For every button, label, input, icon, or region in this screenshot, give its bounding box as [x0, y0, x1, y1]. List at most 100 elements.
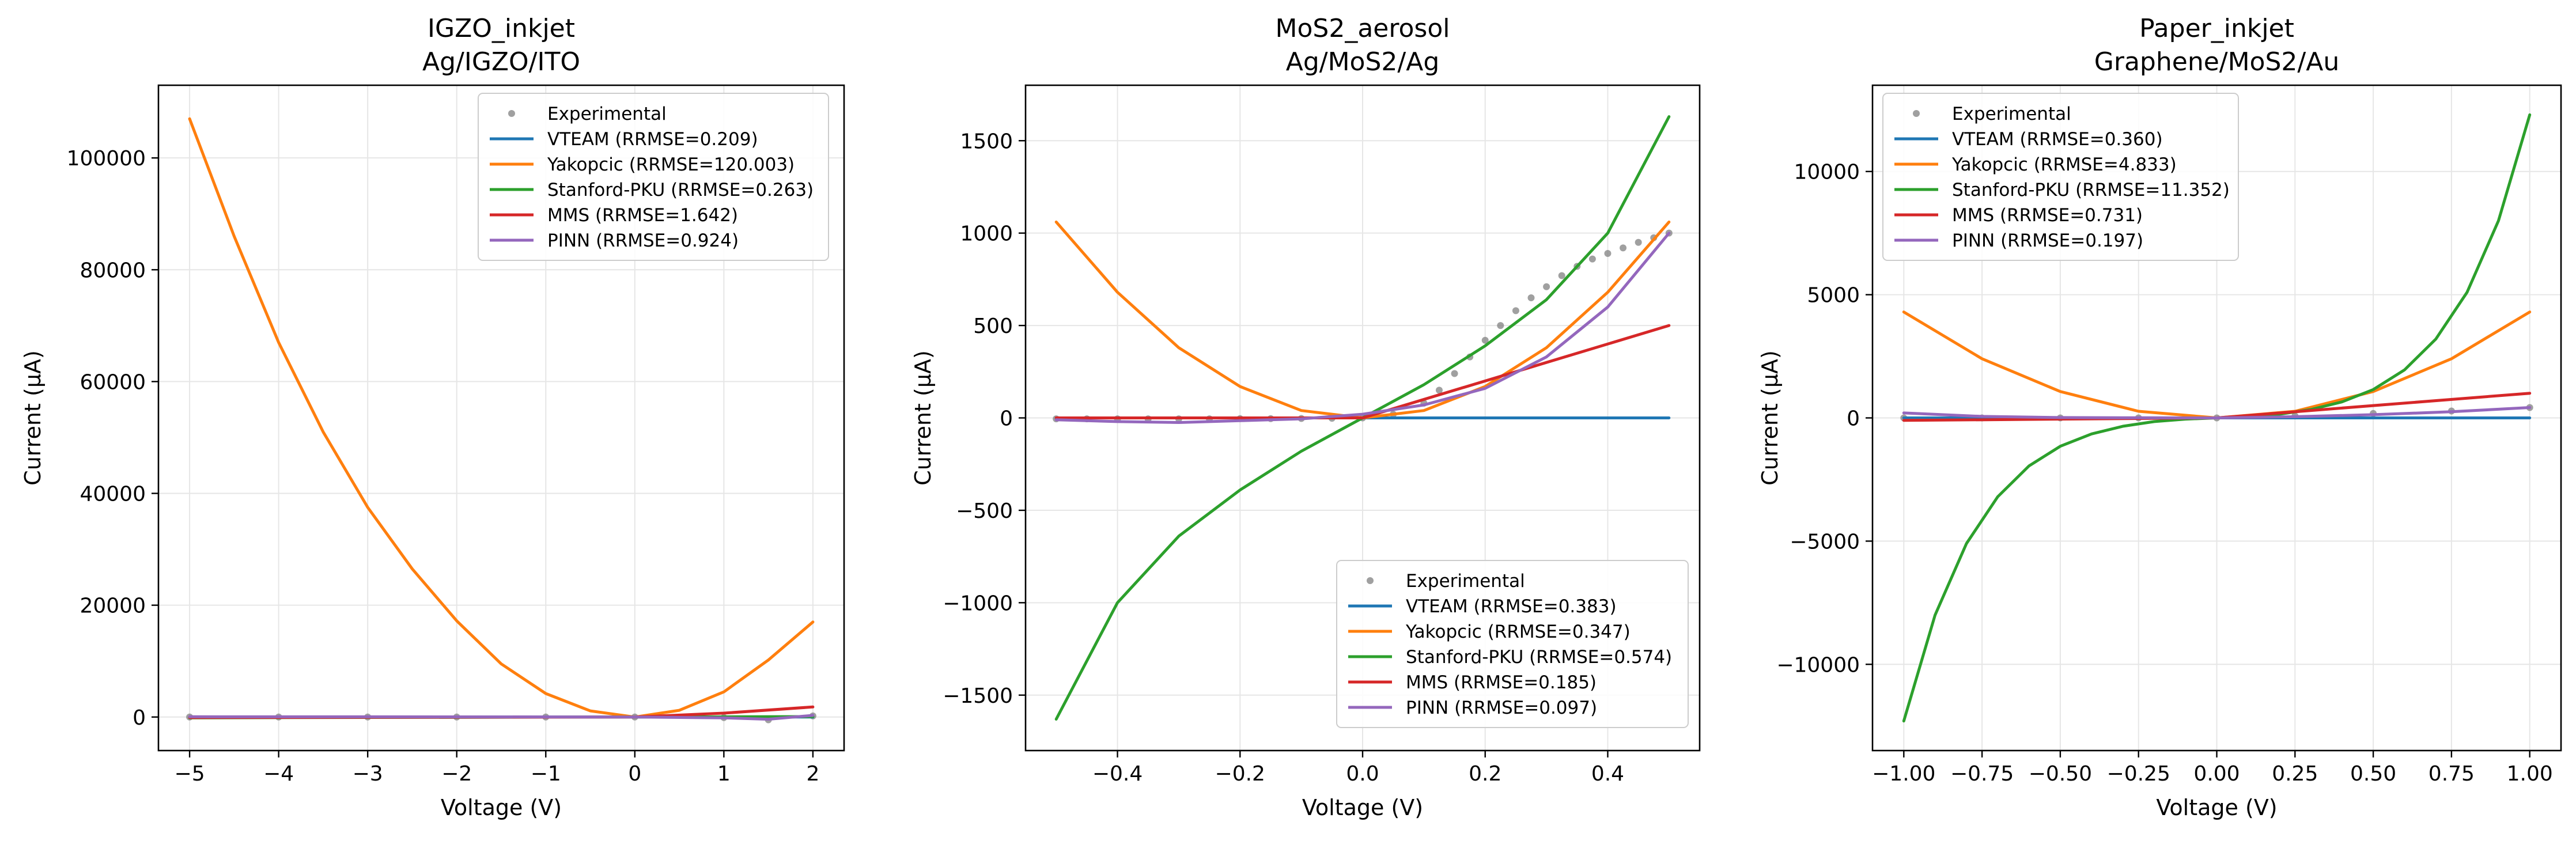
x-tick-label: −3: [353, 762, 383, 786]
y-tick-label: 5000: [1807, 284, 1860, 308]
y-tick-label: 20000: [80, 594, 146, 618]
legend-box: [1882, 93, 2239, 261]
legend-label: Stanford-PKU (RRMSE=11.352): [1952, 180, 2230, 200]
data-point: [1481, 336, 1489, 344]
x-tick-label: 0.75: [2429, 762, 2475, 786]
chart-title: IGZO_inkjet: [428, 14, 575, 43]
x-axis-label: Voltage (V): [441, 795, 562, 820]
data-point: [1558, 272, 1565, 279]
y-tick-label: 0: [1847, 407, 1860, 431]
plot-area: [1900, 113, 2533, 723]
data-point: [1435, 387, 1443, 394]
chart-title: MoS2_aerosol: [1276, 14, 1450, 43]
y-tick-label: −1000: [943, 592, 1013, 615]
x-tick-label: −1: [531, 762, 561, 786]
x-tick-label: 0.25: [2272, 762, 2318, 786]
subplot-3: −1.00 −0.75 −0.50 −0.25 0.00 0.25 0.50 0.75 1.00…: [1757, 14, 2562, 820]
axes-frame: [157, 84, 845, 752]
x-tick-label: −0.75: [1950, 762, 2014, 786]
data-point: [1604, 249, 1612, 257]
legend-marker: [508, 110, 515, 117]
data-point: [1543, 283, 1550, 290]
x-tick-label: −4: [263, 762, 294, 786]
legend-label: MMS (RRMSE=0.731): [1952, 205, 2143, 226]
legend-label: PINN (RRMSE=0.197): [1952, 230, 2143, 251]
subplot-1: −5 −4 −3 −2 −1 0 1 2 0 20000 40000 60000 80000 100000…: [20, 14, 845, 820]
legend-label: MMS (RRMSE=0.185): [1406, 672, 1597, 693]
y-tick-label: −10000: [1776, 653, 1860, 677]
x-tick-label: −2: [441, 762, 472, 786]
x-tick-label: −0.25: [2107, 762, 2170, 786]
y-tick-label: −5000: [1790, 530, 1860, 554]
data-point: [1451, 370, 1458, 377]
x-axis-label: Voltage (V): [2156, 795, 2277, 820]
y-tick-label: 1500: [960, 130, 1013, 153]
chart-subtitle: Graphene/MoS2/Au: [2094, 47, 2339, 77]
data-point: [1620, 244, 1627, 252]
y-axis-label: Current (µA): [20, 350, 46, 486]
data-point: [1512, 307, 1519, 315]
series-line: [1054, 324, 1671, 419]
y-tick-label: 0: [1000, 407, 1013, 431]
y-tick-label: 10000: [1794, 161, 1860, 184]
legend: Experimental VTEAM (RRMSE=0.383) Yakopcic …: [1336, 560, 1689, 728]
legend-label: PINN (RRMSE=0.097): [1406, 698, 1597, 718]
legend-label: VTEAM (RRMSE=0.383): [1406, 596, 1617, 617]
legend-label: Yakopcic (RRMSE=120.003): [547, 154, 795, 175]
x-axis-label: Voltage (V): [1302, 795, 1423, 820]
legend-marker: [1367, 577, 1374, 584]
legend-label: Stanford-PKU (RRMSE=0.574): [1406, 647, 1672, 668]
y-tick-label: 0: [133, 706, 146, 730]
chart-subtitle: Ag/IGZO/ITO: [422, 47, 580, 77]
y-tick-label: 40000: [80, 483, 146, 506]
x-tick-label: 0.50: [2350, 762, 2396, 786]
y-tick-label: 60000: [80, 370, 146, 394]
legend-label: PINN (RRMSE=0.924): [547, 230, 739, 251]
chart-subtitle: Ag/MoS2/Ag: [1286, 47, 1440, 77]
y-tick-label: −1500: [943, 684, 1013, 708]
legend-label: MMS (RRMSE=1.642): [547, 205, 738, 226]
data-point: [1635, 238, 1642, 246]
data-point: [1497, 322, 1504, 329]
chart-title: Paper_inkjet: [2139, 14, 2294, 43]
y-tick-label: 1000: [960, 222, 1013, 246]
x-tick-label: 1: [717, 762, 731, 786]
x-tick-label: −0.50: [2029, 762, 2092, 786]
series-line: [1054, 232, 1671, 424]
x-tick-label: 2: [806, 762, 819, 786]
legend: Experimental VTEAM (RRMSE=0.209) Yakopcic …: [478, 93, 829, 261]
x-tick-label: 0: [628, 762, 641, 786]
y-tick-label: −500: [956, 499, 1013, 523]
legend-box: [478, 93, 829, 261]
series-line: [188, 117, 815, 719]
x-tick-label: 0.4: [1591, 762, 1624, 786]
legend-marker: [1913, 110, 1920, 117]
series-line: [188, 714, 815, 721]
legend-label: Yakopcic (RRMSE=4.833): [1951, 154, 2177, 175]
legend-label: Experimental: [1952, 104, 2071, 124]
x-tick-label: 0.00: [2193, 762, 2240, 786]
series-line: [1902, 406, 2532, 419]
plot-area: [1053, 115, 1673, 721]
x-tick-label: −5: [175, 762, 205, 786]
x-tick-label: 0.0: [1346, 762, 1379, 786]
data-point: [1588, 255, 1596, 263]
x-tick-label: 1.00: [2507, 762, 2553, 786]
x-tick-label: −0.2: [1215, 762, 1265, 786]
y-tick-label: 100000: [67, 147, 146, 171]
plot-area: [186, 117, 816, 723]
legend-label: Experimental: [1406, 571, 1525, 592]
legend-label: VTEAM (RRMSE=0.209): [547, 129, 758, 150]
x-tick-label: −1.00: [1872, 762, 1935, 786]
subplot-2: −0.4 −0.2 0.0 0.2 0.4 −1500 −1000 −500 0 500 1000 1…: [910, 14, 1701, 820]
legend-label: Yakopcic (RRMSE=0.347): [1405, 622, 1631, 642]
data-point: [1527, 294, 1535, 301]
x-tick-label: 0.2: [1469, 762, 1501, 786]
legend-label: Experimental: [547, 104, 667, 124]
legend-box: [1336, 560, 1689, 728]
legend: Experimental VTEAM (RRMSE=0.360) Yakopcic …: [1882, 93, 2239, 261]
y-axis-label: Current (µA): [1757, 350, 1783, 486]
y-axis-label: Current (µA): [910, 350, 936, 486]
legend-label: Stanford-PKU (RRMSE=0.263): [547, 180, 814, 200]
